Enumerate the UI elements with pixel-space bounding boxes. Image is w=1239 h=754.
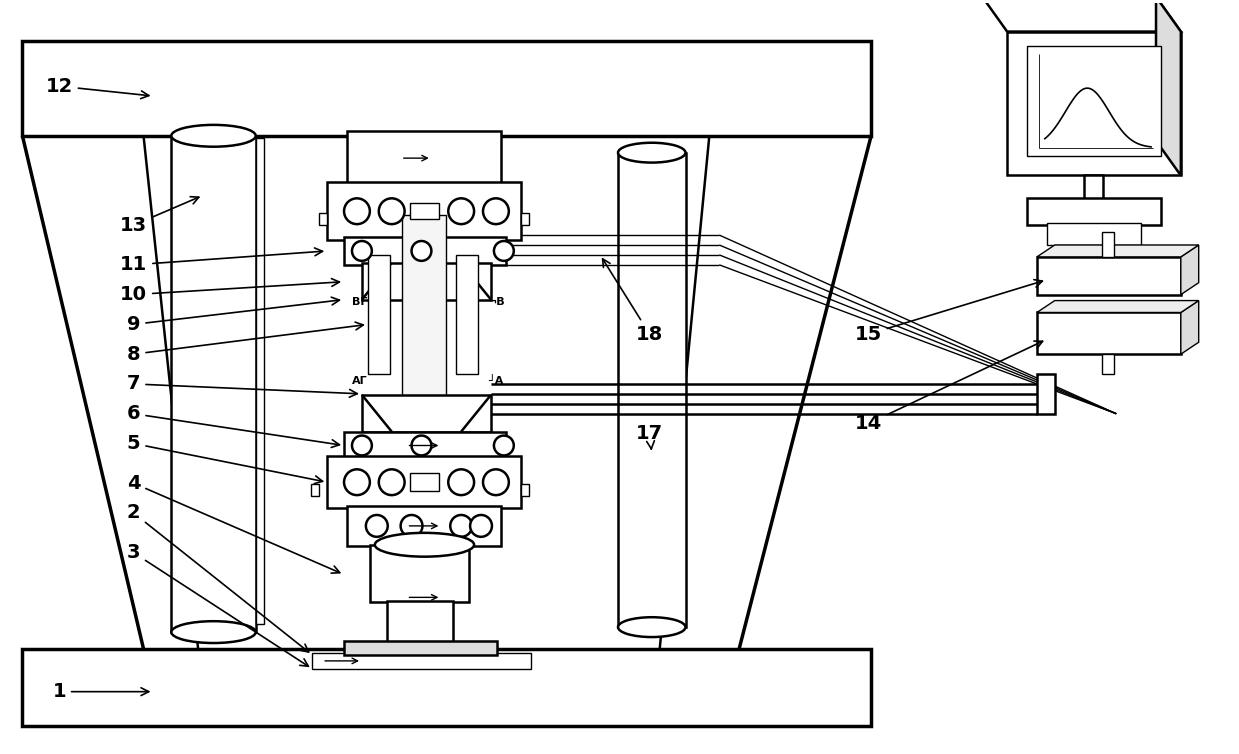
Text: BΓ: BΓ xyxy=(352,296,367,307)
Text: 11: 11 xyxy=(120,248,322,274)
Circle shape xyxy=(352,241,372,261)
Bar xyxy=(1047,223,1141,245)
Text: 5: 5 xyxy=(126,434,322,483)
Bar xyxy=(1084,174,1104,201)
Bar xyxy=(1027,198,1161,225)
Bar xyxy=(171,136,255,632)
Circle shape xyxy=(450,515,472,537)
Bar xyxy=(347,131,501,185)
Circle shape xyxy=(379,469,405,495)
Bar xyxy=(22,41,871,136)
Circle shape xyxy=(494,436,514,455)
Ellipse shape xyxy=(618,143,685,163)
Bar xyxy=(327,456,520,508)
Bar xyxy=(320,213,327,225)
Circle shape xyxy=(470,515,492,537)
Text: 18: 18 xyxy=(602,259,663,344)
Circle shape xyxy=(449,469,475,495)
Bar xyxy=(387,602,453,644)
Bar xyxy=(22,649,871,726)
Bar xyxy=(401,215,446,399)
Text: ┘A: ┘A xyxy=(488,376,503,386)
Text: 15: 15 xyxy=(855,280,1042,344)
Text: 17: 17 xyxy=(636,424,663,449)
Bar xyxy=(344,237,506,265)
Text: AΓ: AΓ xyxy=(352,376,368,386)
Bar xyxy=(410,204,440,219)
Bar xyxy=(327,182,520,240)
Bar xyxy=(347,506,501,546)
Polygon shape xyxy=(1037,245,1198,257)
Bar xyxy=(410,474,440,491)
Bar xyxy=(520,484,529,496)
Text: 10: 10 xyxy=(120,278,339,304)
Bar xyxy=(362,395,491,431)
Text: 13: 13 xyxy=(120,197,198,234)
Text: 3: 3 xyxy=(126,543,309,667)
Text: 4: 4 xyxy=(126,474,339,573)
Bar xyxy=(1037,257,1181,295)
Bar xyxy=(368,255,390,374)
Text: 6: 6 xyxy=(126,404,339,447)
Circle shape xyxy=(344,469,370,495)
Circle shape xyxy=(400,515,422,537)
Circle shape xyxy=(494,241,514,261)
Polygon shape xyxy=(1181,301,1198,354)
Ellipse shape xyxy=(618,618,685,637)
Circle shape xyxy=(344,198,370,224)
Bar xyxy=(618,152,685,627)
Polygon shape xyxy=(1037,301,1198,312)
Bar xyxy=(1027,47,1161,155)
Bar xyxy=(344,431,506,459)
Bar xyxy=(1007,32,1181,176)
Circle shape xyxy=(366,515,388,537)
Bar xyxy=(311,484,320,496)
Text: 12: 12 xyxy=(46,77,149,99)
Bar xyxy=(1103,354,1114,374)
Polygon shape xyxy=(1181,245,1198,295)
Circle shape xyxy=(411,436,431,455)
Circle shape xyxy=(483,469,509,495)
Bar xyxy=(456,255,478,374)
Circle shape xyxy=(379,198,405,224)
Polygon shape xyxy=(983,0,1181,32)
Text: ¬B: ¬B xyxy=(488,296,506,307)
Text: 9: 9 xyxy=(126,297,339,334)
Circle shape xyxy=(483,198,509,224)
Circle shape xyxy=(411,241,431,261)
Text: 1: 1 xyxy=(52,682,149,701)
Text: 2: 2 xyxy=(126,504,309,652)
Bar xyxy=(520,213,529,225)
Ellipse shape xyxy=(171,621,255,643)
Text: 8: 8 xyxy=(126,322,363,363)
Bar xyxy=(312,653,530,669)
Polygon shape xyxy=(1156,0,1181,176)
Ellipse shape xyxy=(171,125,255,147)
Bar xyxy=(344,641,497,655)
Bar xyxy=(370,544,470,602)
Text: 14: 14 xyxy=(855,341,1043,433)
Bar xyxy=(1037,312,1181,354)
Bar xyxy=(1103,232,1114,257)
Circle shape xyxy=(449,198,475,224)
Text: 7: 7 xyxy=(126,375,357,397)
Circle shape xyxy=(352,436,372,455)
Bar xyxy=(255,138,264,624)
Ellipse shape xyxy=(375,533,475,556)
Bar xyxy=(362,263,491,299)
Bar xyxy=(1037,374,1054,414)
